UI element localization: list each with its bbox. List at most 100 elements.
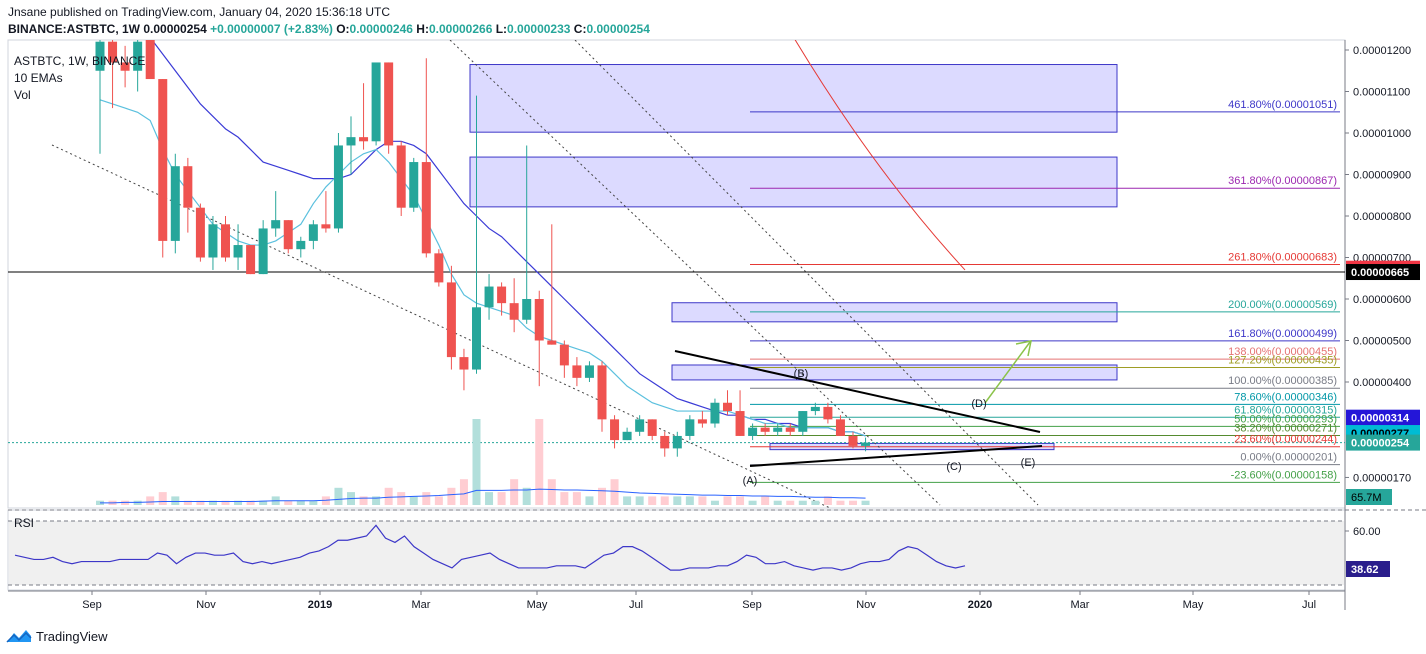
candle-body	[421, 162, 431, 254]
candle-body	[308, 224, 318, 241]
candle-body	[472, 307, 481, 370]
candle-body	[559, 344, 569, 366]
candle-body	[158, 79, 168, 241]
volume-bar	[296, 500, 305, 505]
open-label: O:	[336, 22, 350, 36]
fib-level-label: 138.00%(0.00000455)	[1228, 346, 1337, 358]
candle-body	[296, 240, 306, 250]
volume-bar	[836, 500, 845, 505]
price-tick-label: 0.00001200	[1353, 45, 1411, 57]
footer-brand: TradingView	[36, 628, 108, 644]
volume-bar	[547, 479, 556, 505]
candle-body	[534, 299, 544, 341]
volume-bar	[623, 496, 632, 505]
candle-body	[848, 435, 858, 446]
candle-body	[861, 442, 871, 446]
fib-level-label: 161.80%(0.00000499)	[1228, 328, 1337, 340]
price-tick-label: 0.00000600	[1353, 294, 1411, 306]
volume-bar	[610, 479, 619, 505]
volume-bar	[698, 496, 707, 505]
time-tick-label: Nov	[196, 599, 216, 611]
fib-level-label: 461.80%(0.00001051)	[1228, 99, 1337, 111]
price-tick-label: 0.00001100	[1353, 87, 1410, 99]
volume-bar	[221, 500, 230, 505]
ema-long-line	[794, 40, 966, 271]
volume-bar	[146, 496, 155, 505]
volume-bar	[497, 492, 506, 505]
price-badge	[1346, 264, 1420, 281]
trendline-lower	[51, 144, 831, 508]
high-label: H:	[416, 22, 429, 36]
projection-arrow-head	[1015, 340, 1032, 357]
volume-bar	[598, 487, 606, 505]
volume-bar	[723, 496, 732, 505]
candle-body	[710, 402, 720, 424]
candle-body	[672, 435, 682, 449]
candle-body	[798, 411, 808, 432]
price-tick-label: 0.00000170	[1353, 472, 1411, 484]
fib-zone	[671, 364, 1118, 381]
candle-body	[748, 427, 758, 436]
candle-body	[697, 419, 707, 424]
volume-bar	[397, 492, 406, 505]
volume-bar	[409, 496, 418, 505]
time-tick-label: Jul	[629, 599, 643, 611]
candle-body	[120, 62, 130, 71]
tradingview-footer[interactable]: TradingView	[6, 626, 108, 646]
rsi-tick-label: 60.00	[1353, 526, 1381, 538]
volume-bar	[372, 496, 381, 505]
fib-level-label: 38.20%(0.00000271)	[1234, 423, 1337, 435]
candle-body	[610, 419, 620, 441]
time-tick-label: May	[527, 599, 548, 611]
volume-bar	[359, 496, 368, 505]
low-label: L:	[495, 22, 508, 36]
candle-body	[221, 224, 230, 258]
candle-body	[409, 162, 419, 208]
legend-title[interactable]: ASTBTC, 1W, BINANCE	[14, 54, 146, 68]
volume-bar	[246, 500, 255, 505]
volume-bar	[786, 500, 795, 505]
volume-badge	[1346, 489, 1392, 505]
volume-bar	[447, 487, 456, 505]
volume-bar	[560, 492, 569, 505]
high-value: 0.00000266	[428, 22, 493, 36]
volume-bar	[748, 500, 757, 505]
volume-bar	[183, 500, 192, 505]
candle-body	[547, 340, 557, 345]
price-tick-label: 0.00000400	[1353, 377, 1411, 389]
candle-body	[271, 220, 281, 229]
fib-level-label: 50.00%(0.00000293)	[1234, 413, 1337, 425]
fib-level-label: 23.60%(0.00000244)	[1234, 434, 1337, 446]
legend-ema[interactable]: 10 EMAs	[14, 71, 63, 85]
legend-vol[interactable]: Vol	[14, 88, 31, 102]
triangle-lower	[749, 445, 1043, 467]
candle-body	[371, 62, 381, 142]
time-tick-label: 2019	[308, 599, 332, 611]
candle-body	[258, 228, 268, 275]
last-price: 0.00000254	[143, 22, 207, 36]
rsi-badge-label: 38.62	[1351, 564, 1379, 576]
fib-level-label: -23.60%(0.00000158)	[1231, 469, 1337, 481]
volume-bar	[196, 500, 205, 505]
volume-bar	[861, 500, 870, 505]
rsi-label[interactable]: RSI	[14, 516, 35, 530]
candle-body	[95, 41, 105, 71]
candle-body	[246, 245, 256, 275]
fib-level-label: 0.00%(0.00000201)	[1240, 452, 1337, 464]
candle-body	[170, 166, 180, 241]
rsi-band	[9, 521, 1344, 585]
rsi-badge	[1346, 561, 1390, 577]
fib-level-label: 61.80%(0.00000315)	[1234, 404, 1337, 416]
volume-bar	[522, 487, 531, 505]
volume-bar	[773, 500, 782, 505]
candle-body	[133, 41, 143, 71]
volume-bar	[472, 419, 481, 505]
candle-body	[823, 406, 833, 420]
volume-bar	[171, 496, 180, 505]
candle-body	[660, 435, 670, 449]
volume-bar	[259, 500, 268, 505]
volume-bar	[798, 500, 807, 505]
symbol[interactable]: BINANCE:ASTBTC, 1W	[8, 22, 140, 36]
candle-body	[685, 419, 695, 436]
